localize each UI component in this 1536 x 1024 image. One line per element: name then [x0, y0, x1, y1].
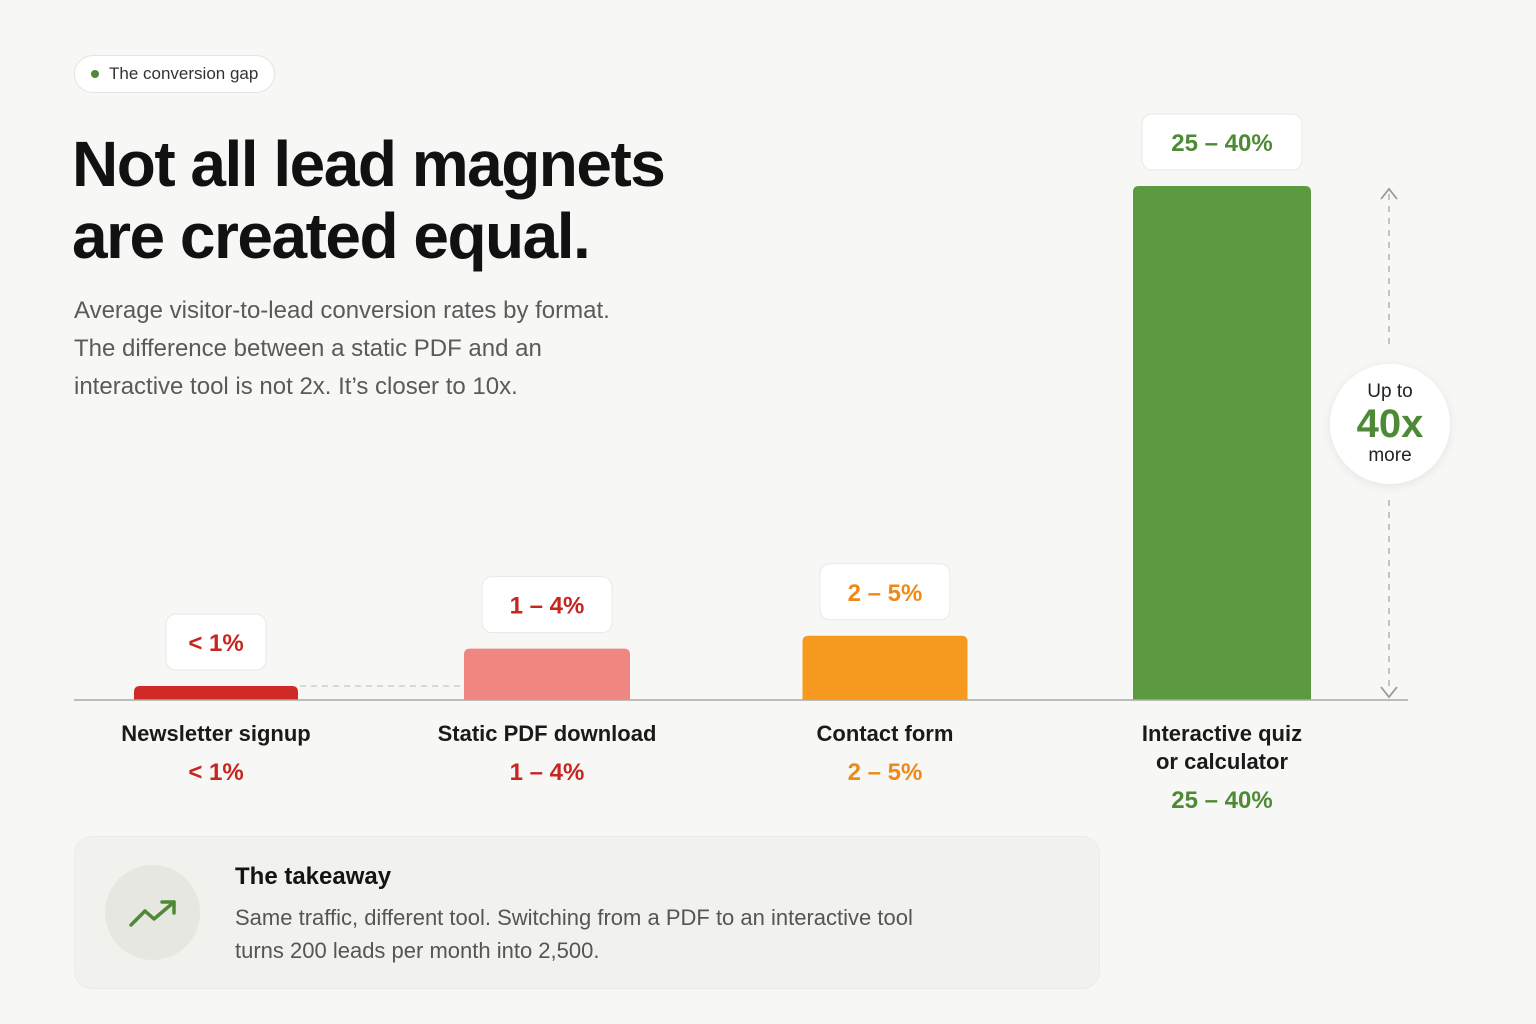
category-value-label: 25 – 40% [1171, 787, 1272, 814]
category-label: Static PDF download [438, 721, 657, 746]
category-value-label: < 1% [188, 759, 243, 786]
section-badge: The conversion gap [74, 55, 276, 93]
bar [464, 648, 630, 700]
badge-dot [91, 70, 99, 78]
ratio-suffix: more [1368, 445, 1412, 466]
takeaway-line-1: Same traffic, different tool. Switching … [235, 905, 913, 930]
category-value-label: 1 – 4% [510, 759, 585, 786]
ratio-prefix: Up to [1367, 381, 1413, 402]
value-label: 1 – 4% [510, 593, 585, 620]
badge-label: The conversion gap [109, 64, 259, 83]
page-subtitle: Average visitor-to-lead conversion rates… [74, 292, 714, 406]
category-value-label: 2 – 5% [848, 759, 923, 786]
takeaway-line-2: turns 200 leads per month into 2,500. [235, 938, 600, 963]
value-label-box [165, 613, 267, 671]
takeaway-card: The takeaway Same traffic, different too… [74, 836, 1100, 989]
bar [134, 686, 298, 700]
takeaway-title: The takeaway [235, 863, 392, 890]
value-label: < 1% [188, 630, 243, 657]
value-label-box [1141, 113, 1303, 171]
title-line-2: are created equal. [72, 200, 591, 272]
page-title: Not all lead magnets are created equal. [72, 128, 772, 272]
value-label-box [481, 576, 613, 634]
title-line-1: Not all lead magnets [72, 128, 666, 200]
value-label-box [819, 563, 951, 621]
bar [1133, 186, 1311, 700]
subtitle-line-1: Average visitor-to-lead conversion rates… [74, 297, 610, 324]
bar [802, 635, 968, 700]
value-label: 2 – 5% [848, 580, 923, 607]
arrow-down-icon [1380, 686, 1398, 699]
subtitle-line-3: interactive tool is not 2x. It’s closer … [74, 373, 518, 400]
category-label: Interactive quiz [1142, 721, 1302, 746]
arrow-up-icon [1380, 187, 1398, 200]
value-label: 25 – 40% [1171, 130, 1272, 157]
ratio-badge: Up to 40x more [1330, 364, 1450, 484]
ratio-value: 40x [1356, 402, 1424, 446]
category-label: or calculator [1156, 749, 1288, 774]
category-label: Contact form [817, 721, 954, 746]
category-label: Newsletter signup [121, 721, 310, 746]
trending-up-glyph [128, 899, 176, 927]
trending-up-icon [105, 865, 200, 960]
takeaway-body: Same traffic, different tool. Switching … [235, 901, 1035, 967]
subtitle-line-2: The difference between a static PDF and … [74, 335, 542, 362]
